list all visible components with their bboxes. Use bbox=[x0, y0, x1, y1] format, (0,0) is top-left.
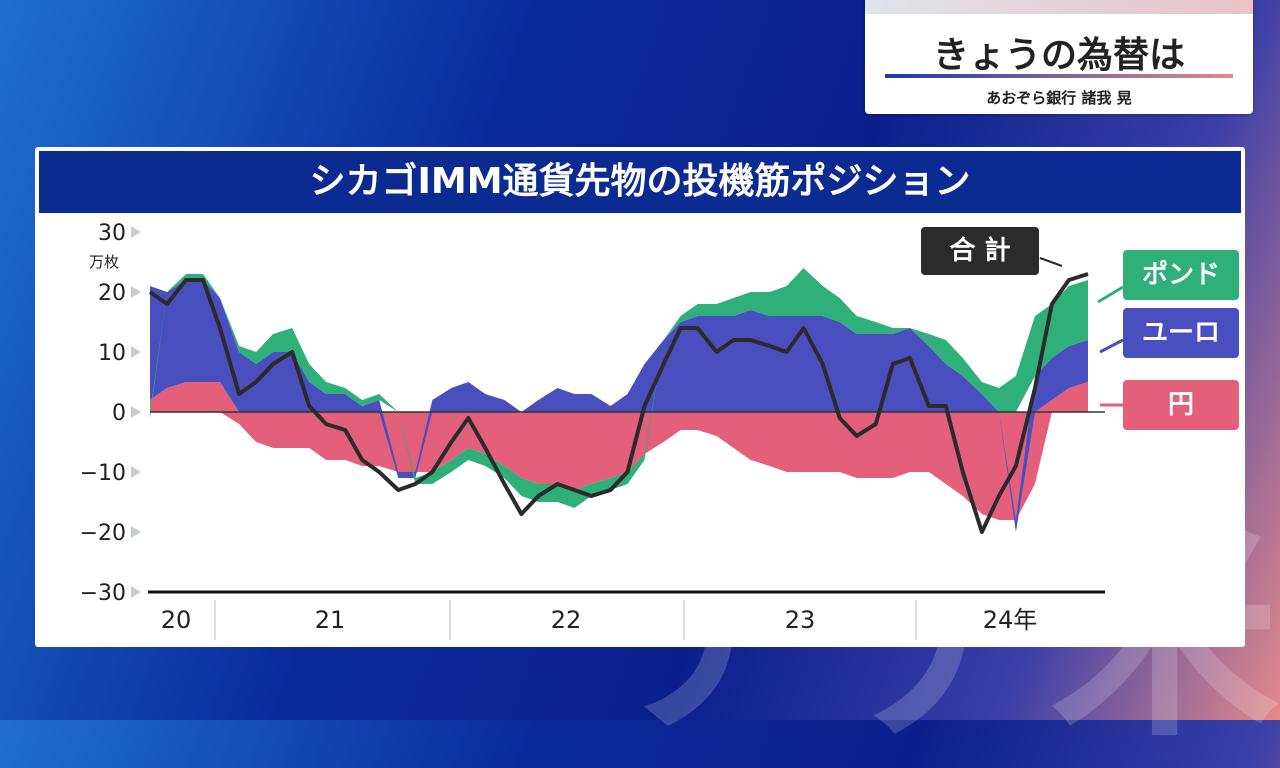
y-tick-label: −10 bbox=[80, 461, 126, 486]
euro-callout bbox=[1099, 338, 1124, 354]
y-tick-marker bbox=[131, 406, 141, 418]
y-tick-label: −20 bbox=[80, 521, 126, 546]
y-tick-marker bbox=[131, 346, 141, 358]
y-tick-label: 10 bbox=[98, 341, 126, 366]
x-tick-label: 22 bbox=[551, 606, 582, 634]
segment-title: きょうの為替は bbox=[932, 35, 1185, 76]
y-tick-marker bbox=[131, 526, 141, 538]
legend-pound: ポンド bbox=[1123, 250, 1239, 300]
segment-header: きょうの為替は あおぞら銀行 諸我 晃 bbox=[865, 0, 1253, 114]
y-tick-label: 20 bbox=[98, 281, 126, 306]
area-euro bbox=[150, 280, 1088, 532]
x-tick-label: 24年 bbox=[983, 606, 1038, 634]
legend-total: 合 計 bbox=[921, 227, 1039, 275]
y-tick-label: 30 bbox=[98, 221, 126, 246]
x-tick-label: 21 bbox=[315, 606, 346, 634]
y-tick-marker bbox=[131, 466, 141, 478]
y-tick-label: 0 bbox=[112, 401, 126, 426]
legend-euro: ユーロ bbox=[1123, 308, 1239, 358]
y-tick-marker bbox=[131, 586, 141, 598]
presenter-name: あおぞら銀行 諸我 晃 bbox=[986, 89, 1132, 107]
x-tick-label: 23 bbox=[785, 606, 816, 634]
y-tick-marker bbox=[131, 226, 141, 238]
total-line bbox=[148, 272, 1089, 534]
total-callout bbox=[1039, 257, 1063, 267]
y-tick-marker bbox=[131, 286, 141, 298]
header-divider bbox=[885, 74, 1233, 78]
header-topbar bbox=[865, 0, 1253, 14]
x-tick-label: 20 bbox=[161, 606, 192, 634]
y-axis-unit: 万枚 bbox=[89, 253, 119, 271]
y-tick-label: −30 bbox=[80, 581, 126, 606]
position-chart: 30 20 10 0 −10 −20 −30 万枚 20 21 22 23 24年 bbox=[80, 221, 1124, 640]
pound-callout bbox=[1097, 285, 1124, 304]
area-pound bbox=[150, 268, 1088, 508]
legend-yen: 円 bbox=[1123, 380, 1239, 430]
area-yen bbox=[150, 382, 1088, 520]
chart-title: シカゴIMM通貨先物の投機筋ポジション bbox=[39, 151, 1241, 213]
